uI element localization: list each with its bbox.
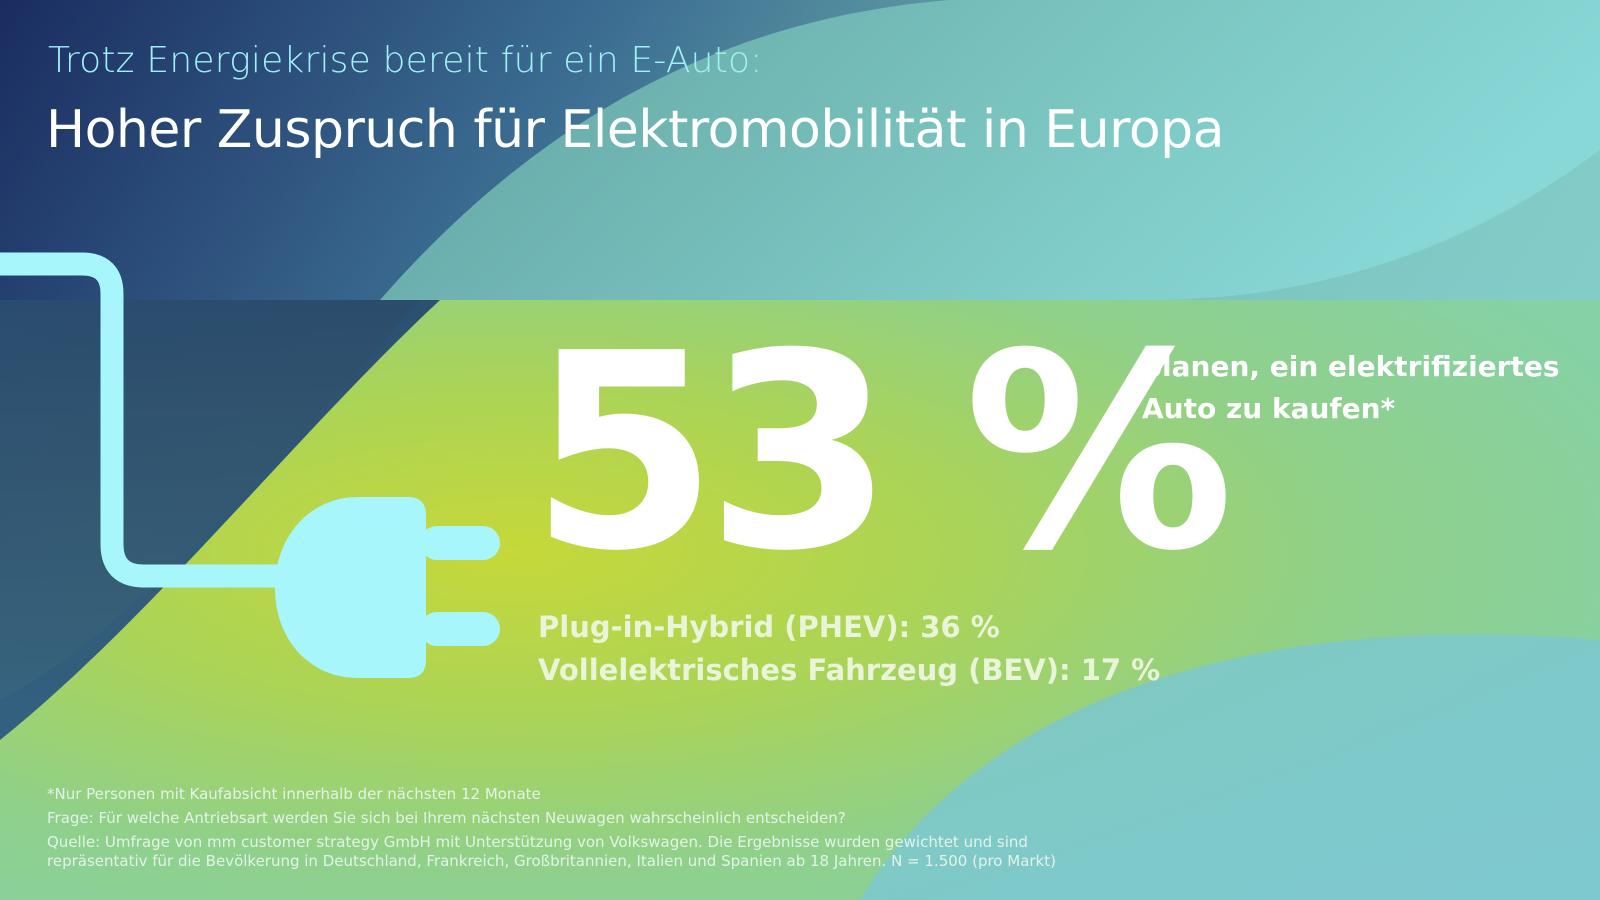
footnote-question: Frage: Für welche Antriebsart werden Sie… <box>47 809 846 827</box>
footnote-source-line-2: repräsentativ für die Bevölkerung in Deu… <box>47 852 1056 870</box>
header-subtitle: Trotz Energiekrise bereit für ein E-Auto… <box>48 40 763 81</box>
headline-percentage: 53 % <box>530 295 1234 610</box>
caption-line-1: planen, ein elektrifiziertes <box>1142 350 1560 383</box>
breakdown-item-bev: Vollelektrisches Fahrzeug (BEV): 17 % <box>538 653 1161 687</box>
header-title: Hoher Zuspruch für Elektromobilität in E… <box>46 100 1225 160</box>
caption-line-2: Auto zu kaufen* <box>1142 392 1396 425</box>
breakdown-item-phev: Plug-in-Hybrid (PHEV): 36 % <box>538 610 1000 644</box>
footnote-asterisk: *Nur Personen mit Kaufabsicht innerhalb … <box>47 785 541 803</box>
headline-caption: planen, ein elektrifiziertes Auto zu kau… <box>1142 346 1582 430</box>
footnotes: *Nur Personen mit Kaufabsicht innerhalb … <box>47 785 1147 871</box>
footnote-source-line-1: Quelle: Umfrage von mm customer strategy… <box>47 833 1028 851</box>
drivetrain-breakdown: Plug-in-Hybrid (PHEV): 36 % Vollelektris… <box>538 606 1160 692</box>
